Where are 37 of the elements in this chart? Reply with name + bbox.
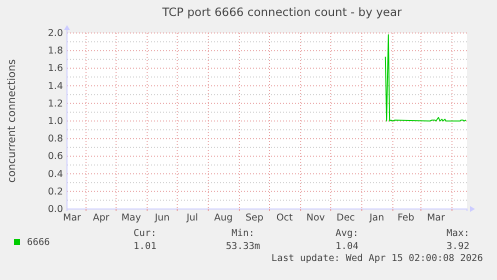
text: 53.33m <box>226 241 260 252</box>
y-axis-title: concurrent connections <box>6 59 18 183</box>
y-tick-label: 0.0 <box>48 204 63 216</box>
x-tick-label: Mar <box>426 212 445 224</box>
text: 1.04 <box>336 241 359 252</box>
y-tick-label: 0.2 <box>48 186 63 198</box>
y-tick-label: 1.0 <box>48 116 63 128</box>
x-tick-label: Feb <box>397 212 414 224</box>
line-series <box>384 34 466 122</box>
text: 1.01 <box>134 241 157 252</box>
y-tick-label: 1.2 <box>48 98 63 110</box>
y-tick-label: 1.8 <box>48 46 63 57</box>
text: Last update: Wed Apr 15 02:00:08 2026 <box>271 253 484 264</box>
x-tick-label: Apr <box>92 212 110 224</box>
y-tick-label: 2.0 <box>48 28 63 40</box>
x-tick-label: Sep <box>246 212 264 224</box>
x-tick-label: Aug <box>214 212 233 224</box>
y-tick-label: 1.6 <box>48 63 63 74</box>
y-tick-label: 0.6 <box>48 151 63 162</box>
y-tick-label: 0.8 <box>48 134 63 145</box>
x-tick-label: Jun <box>154 212 170 224</box>
legend-label: 6666 <box>27 237 50 248</box>
x-tick-label: Oct <box>276 212 294 224</box>
x-tick-label: Nov <box>306 212 326 224</box>
y-tick-label: 0.4 <box>48 168 63 180</box>
chart-title: TCP port 6666 connection count - by year <box>161 5 402 19</box>
x-tick-label: Dec <box>336 212 355 224</box>
text: 3.92 <box>446 241 470 252</box>
x-tick-label: May <box>121 212 142 224</box>
text: Min: <box>232 228 254 239</box>
text: Cur: <box>134 228 156 239</box>
text: Max: <box>446 228 470 239</box>
text: Avg: <box>336 228 358 239</box>
x-tick-label: Jan <box>368 212 384 224</box>
x-tick-label: Mar <box>63 212 82 224</box>
y-tick-label: 1.4 <box>48 80 63 92</box>
x-tick-label: Jul <box>186 212 198 224</box>
